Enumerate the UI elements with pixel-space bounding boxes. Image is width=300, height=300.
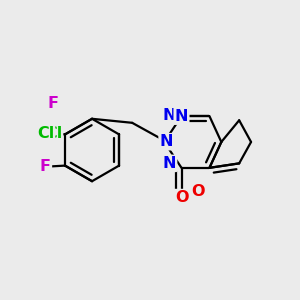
Text: O: O — [191, 184, 204, 199]
Text: O: O — [175, 190, 188, 205]
Text: N: N — [163, 156, 176, 171]
Text: Cl: Cl — [37, 126, 54, 141]
Text: Cl: Cl — [45, 126, 62, 141]
Text: N: N — [163, 108, 176, 123]
Text: F: F — [48, 96, 59, 111]
Text: N: N — [175, 109, 188, 124]
Text: N: N — [160, 134, 173, 149]
Text: F: F — [40, 159, 51, 174]
